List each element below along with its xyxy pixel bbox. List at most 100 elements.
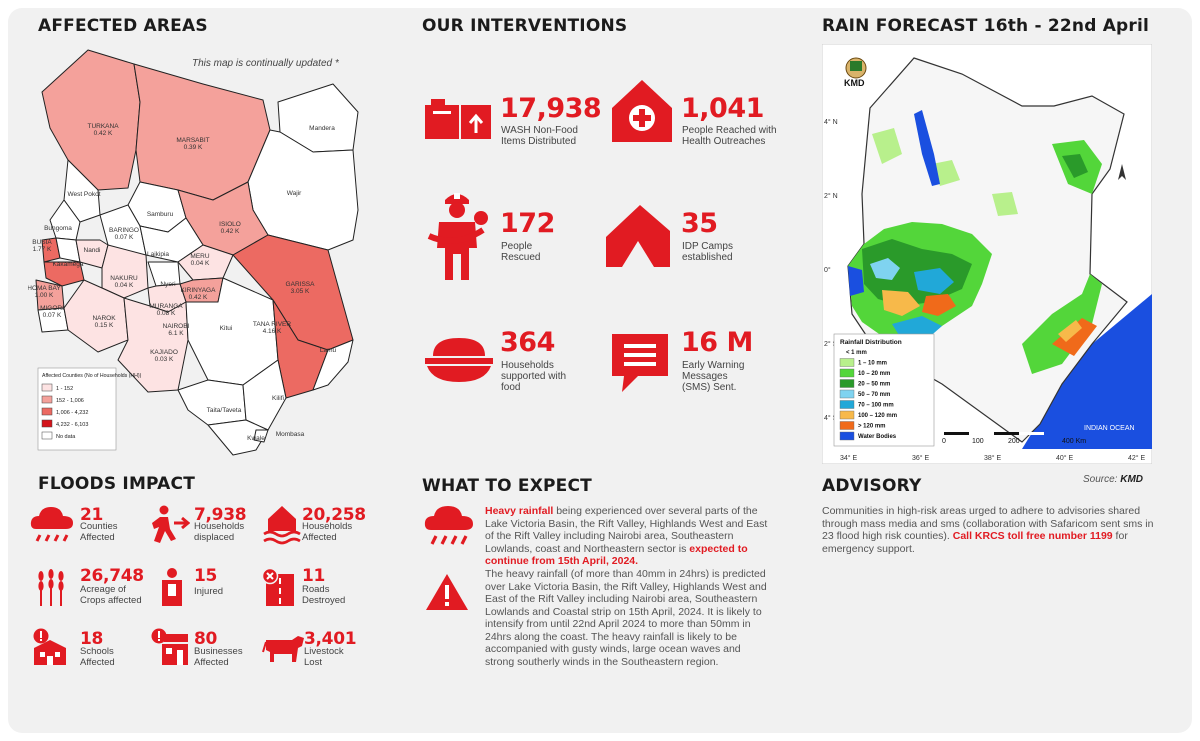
rain-legend-swatch [839,400,855,409]
county-label: NAIROBI [163,323,190,330]
legend-title: Affected Counties (No of Households (HH)… [42,373,142,379]
rainfall-legend: Rainfall Distribution < 1 mm 1 – 10 mm 10 … [833,333,935,447]
rain-legend-swatch [839,358,855,367]
rain-legend-swatch [839,379,855,388]
rain-legend-label: > 120 mm [858,424,886,430]
source-credit: Source: KMD [1083,474,1144,485]
heavy-rain-icon [424,506,473,545]
food-bowl-icon [425,338,493,382]
households-displaced-label: Households displaced [194,521,245,543]
county-value: 0.07 K [115,234,134,241]
county-label: NAKURU [110,275,138,282]
lat-label: 4° N [824,118,838,126]
lon-label: 40° E [1056,454,1074,462]
county-lamu [312,339,354,391]
county-label: BUSIA [32,239,52,246]
county-label: ISIOLO [219,221,241,228]
county-label: Bungoma [44,225,72,232]
scale-label: 100 [972,438,984,445]
expect-paragraph-1: Heavy rainfall being experienced over se… [485,505,768,567]
scale-label: 400 Km [1062,438,1086,445]
legend-swatch [41,407,53,416]
sms-value: 16 M [681,327,753,358]
wash-items-value: 17,938 [500,93,602,124]
county-label: Nyeri [160,281,175,288]
map-update-note: This map is continually updated * [192,58,339,69]
legend-swatch [41,419,53,428]
what-to-expect-title: WHAT TO EXPECT [422,476,592,496]
county-value: 6.1 K [168,330,184,337]
rain-legend-label: 50 – 70 mm [858,392,890,398]
advisory-title: ADVISORY [822,476,922,496]
north-arrow-icon [1118,164,1126,180]
health-house-icon [612,80,672,142]
legend-label: 1,006 - 4,232 [56,410,88,416]
scale-label: 200 [1008,438,1020,445]
county-label: KIRINYAGA [181,287,217,294]
businesses-affected-value: 80 [194,629,218,649]
tent-icon [606,205,670,267]
expect-paragraph-2: The heavy rainfall (of more than 40mm in… [485,568,767,668]
schools-affected-value: 18 [80,629,104,649]
county-west-pokot [63,159,101,223]
county-label: KAJIADO [150,349,178,356]
idp-camps-label: IDP Camps established [682,241,733,263]
people-rescued-value: 172 [500,208,555,239]
county-label: Kitui [220,325,233,332]
lon-label: 38° E [984,454,1002,462]
injured-value: 15 [194,566,218,586]
county-label: Kwale [247,435,265,442]
rain-cloud-icon [30,507,73,542]
rain-legend-label: 1 – 10 mm [858,361,887,367]
rain-legend-swatch [839,431,855,441]
people-rescued-label: People Rescued [501,241,541,263]
county-value: 0.03 K [155,356,174,363]
county-label: Lamu [320,347,337,354]
lat-label: 4° S [824,414,838,422]
legend-swatch [41,395,53,404]
rain-legend-label: 10 – 20 mm [858,371,890,377]
health-outreach-label: People Reached with Health Outreaches [682,125,777,147]
county-value: 0.42 K [189,294,208,301]
county-value: 0.42 K [94,130,113,137]
county-label: TANA RIVER [253,321,291,328]
county-label: Wajir [287,190,302,197]
injured-person-icon [162,568,182,606]
county-label: Kakamega [52,261,83,268]
rain-legend-label: Water Bodies [858,434,897,440]
rain-legend-label: 70 – 100 mm [858,403,894,409]
cow-icon [262,636,304,662]
rain-legend-label: 20 – 50 mm [858,382,890,388]
county-label: Laikipia [147,251,169,258]
rain-forecast-map: 4° N 2° N 0° 2° S 4° S 34° E 36° E 38° E 40° E 4… [822,44,1152,464]
legend-label: No data [56,434,76,440]
county-label: MIGORI [40,305,64,312]
rain-legend-swatch [839,421,855,430]
county-turkana [41,49,141,191]
legend-label: 152 - 1,006 [56,398,84,404]
svg-text:INDIAN OCEAN: INDIAN OCEAN [1084,425,1135,432]
county-value: 0.07 K [43,312,62,319]
roads-destroyed-label: Roads Destroyed [302,584,346,606]
county-label: TURKANA [87,123,119,130]
legend-label: 1 - 152 [56,386,73,392]
rain-legend-label: 100 – 120 mm [858,413,897,419]
lon-label: 34° E [840,454,858,462]
scale-bar: 0 100 200 400 Km [942,432,1086,445]
county-kilifi [242,359,287,431]
county-value: 3.05 K [291,288,310,295]
county-label: GARISSA [286,281,316,288]
crops-affected-label: Acreage of Crops affected [80,584,142,606]
rescuer-icon [427,193,488,280]
roads-destroyed-value: 11 [302,566,326,586]
county-value: 0.39 K [184,144,203,151]
svg-text:KMD: KMD [844,78,865,88]
food-households-label: Households supported with food [501,360,567,393]
county-value: 4.16 K [263,328,282,335]
kmd-logo: KMD [844,57,867,88]
food-households-value: 364 [500,327,555,358]
lat-label: 0° [824,266,831,274]
school-icon [33,628,66,665]
households-affected-value: 20,258 [302,505,366,525]
idp-camps-value: 35 [681,208,718,239]
